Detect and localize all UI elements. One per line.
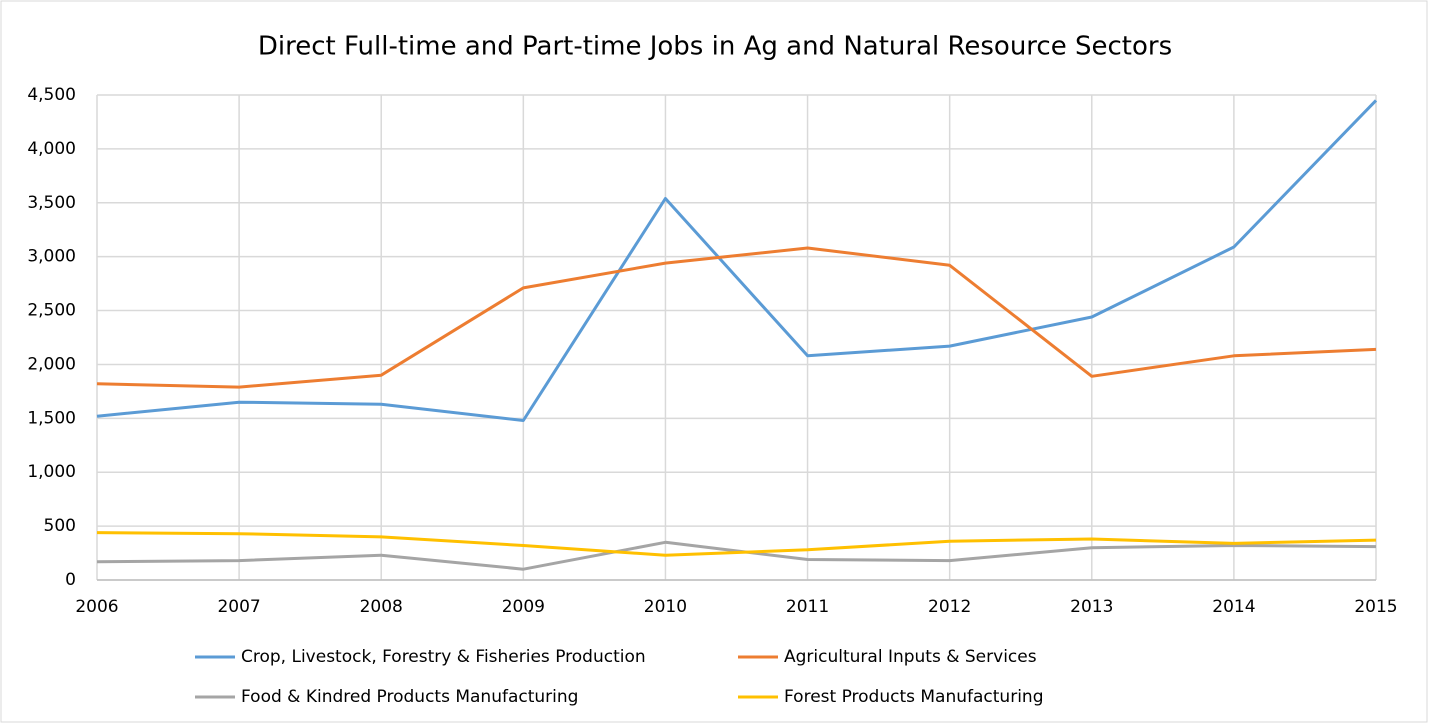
legend-label: Forest Products Manufacturing xyxy=(784,687,1043,707)
x-tick-label: 2012 xyxy=(928,597,971,617)
y-tick-label: 4,500 xyxy=(27,85,76,105)
x-tick-label: 2006 xyxy=(75,597,118,617)
y-tick-label: 3,000 xyxy=(27,247,76,267)
series-line xyxy=(96,531,1377,557)
x-tick-label: 2014 xyxy=(1212,597,1255,617)
x-tick-label: 2009 xyxy=(502,597,545,617)
y-tick-label: 2,500 xyxy=(27,301,76,321)
y-tick-label: 2,000 xyxy=(27,354,76,374)
y-tick-label: 1,000 xyxy=(27,462,76,482)
chart-title: Direct Full-time and Part-time Jobs in A… xyxy=(258,32,1172,62)
series-line xyxy=(96,540,1377,571)
x-tick-label: 2010 xyxy=(644,597,687,617)
y-tick-label: 0 xyxy=(65,570,76,590)
y-tick-label: 500 xyxy=(44,516,76,536)
y-tick-label: 1,500 xyxy=(27,408,76,428)
legend-label: Agricultural Inputs & Services xyxy=(784,647,1037,667)
y-tick-label: 3,500 xyxy=(27,193,76,213)
y-tick-label: 4,000 xyxy=(27,139,76,159)
x-tick-label: 2015 xyxy=(1354,597,1397,617)
x-tick-label: 2007 xyxy=(217,597,260,617)
legend-label: Food & Kindred Products Manufacturing xyxy=(241,687,578,707)
legend-label: Crop, Livestock, Forestry & Fisheries Pr… xyxy=(241,647,646,667)
x-tick-label: 2013 xyxy=(1070,597,1113,617)
series-line xyxy=(96,246,1377,389)
x-tick-label: 2011 xyxy=(786,597,829,617)
series-line xyxy=(96,99,1378,422)
x-tick-label: 2008 xyxy=(360,597,403,617)
